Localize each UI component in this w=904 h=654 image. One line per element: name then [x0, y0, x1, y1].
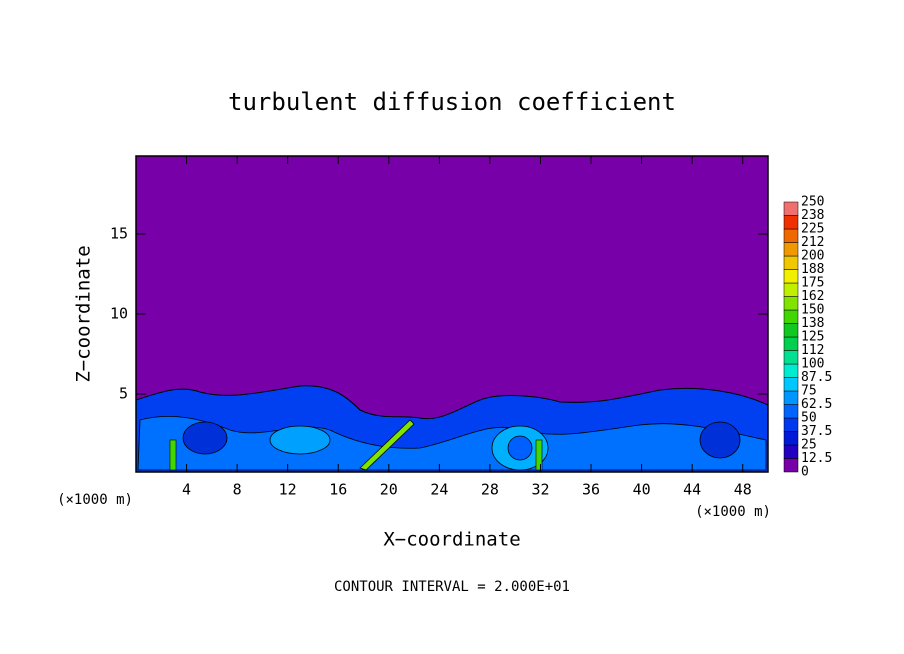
x-axis-label: X−coordinate — [383, 529, 520, 551]
colorbar-label: 0 — [801, 465, 809, 480]
colorbar-swatch — [783, 282, 799, 297]
chart-title: turbulent diffusion coefficient — [228, 88, 676, 116]
colorbar-swatch — [783, 431, 799, 446]
colorbar-label: 188 — [801, 262, 824, 277]
colorbar-swatch — [783, 404, 799, 419]
colorbar-label: 212 — [801, 235, 824, 250]
colorbar-swatch — [783, 363, 799, 378]
colorbar-swatch — [783, 201, 799, 216]
y-axis-unit: (×1000 m) — [57, 492, 133, 508]
colorbar-label: 87.5 — [801, 370, 832, 385]
colorbar-swatch — [783, 458, 799, 473]
colorbar-label: 62.5 — [801, 397, 832, 412]
colorbar-swatch — [783, 269, 799, 284]
colorbar-label: 162 — [801, 289, 824, 304]
colorbar-label: 200 — [801, 249, 824, 264]
y-tick-label: 15 — [110, 225, 128, 243]
footer-note: CONTOUR INTERVAL = 2.000E+01 — [334, 579, 570, 595]
colorbar-swatch — [783, 336, 799, 351]
colorbar-label: 75 — [801, 384, 817, 399]
x-tick-label: 12 — [279, 481, 297, 499]
field-blob — [269, 425, 331, 455]
colorbar-label: 175 — [801, 276, 824, 291]
field-blob — [182, 421, 228, 455]
x-tick-label: 28 — [481, 481, 499, 499]
field — [135, 385, 769, 473]
x-tick-label: 48 — [734, 481, 752, 499]
colorbar-swatch — [783, 350, 799, 365]
colorbar-label: 12.5 — [801, 451, 832, 466]
x-tick-label: 40 — [633, 481, 651, 499]
colorbar-label: 112 — [801, 343, 824, 358]
colorbar-swatch — [783, 296, 799, 311]
colorbar-label: 238 — [801, 208, 824, 223]
colorbar-swatch — [783, 215, 799, 230]
x-tick-label: 16 — [329, 481, 347, 499]
colorbar-label: 225 — [801, 222, 824, 237]
colorbar-label: 37.5 — [801, 424, 832, 439]
colorbar-swatch — [783, 255, 799, 270]
x-tick-label: 8 — [233, 481, 242, 499]
colorbar-swatch — [783, 323, 799, 338]
x-tick-label: 36 — [582, 481, 600, 499]
x-tick-label: 44 — [683, 481, 701, 499]
y-axis-label: Z−coordinate — [73, 245, 95, 382]
colorbar-swatch — [783, 309, 799, 324]
colorbar-swatch — [783, 390, 799, 405]
x-axis-unit: (×1000 m) — [695, 504, 771, 520]
colorbar-swatch — [783, 444, 799, 459]
colorbar-swatch — [783, 242, 799, 257]
field-blob — [535, 439, 543, 471]
colorbar-swatch — [783, 377, 799, 392]
y-tick-label: 5 — [119, 385, 128, 403]
x-tick-label: 24 — [430, 481, 448, 499]
colorbar-label: 125 — [801, 330, 824, 345]
field-blob — [169, 439, 177, 471]
x-tick-label: 20 — [380, 481, 398, 499]
colorbar-label: 50 — [801, 411, 817, 426]
x-tick-label: 4 — [182, 481, 191, 499]
colorbar-label: 150 — [801, 303, 824, 318]
colorbar-label: 25 — [801, 438, 817, 453]
colorbar-label: 250 — [801, 195, 824, 210]
field-blob — [507, 435, 533, 461]
colorbar-label: 138 — [801, 316, 824, 331]
y-tick-label: 10 — [110, 305, 128, 323]
x-tick-label: 32 — [531, 481, 549, 499]
colorbar-swatch — [783, 228, 799, 243]
colorbar-label: 100 — [801, 357, 824, 372]
field-blob — [699, 421, 741, 459]
field-blob — [359, 419, 415, 471]
colorbar-swatch — [783, 417, 799, 432]
